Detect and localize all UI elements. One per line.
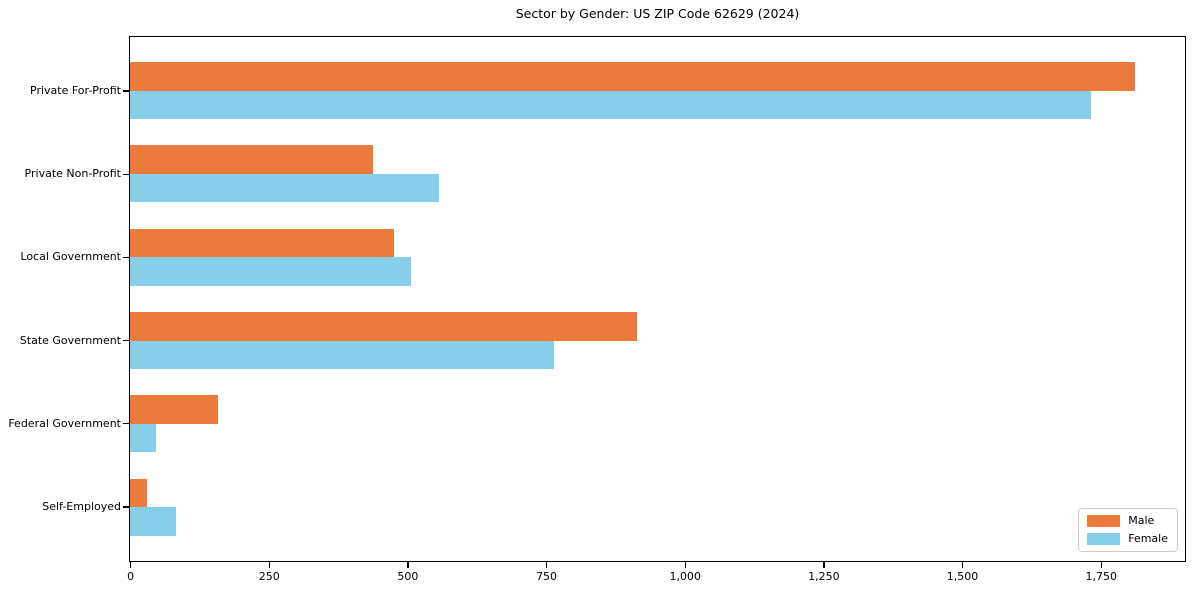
- x-tick-1500: [961, 562, 964, 568]
- y-tick-state-government: [123, 339, 129, 342]
- bar-male-private-for-profit: [130, 62, 1136, 91]
- bar-male-federal-government: [130, 395, 218, 424]
- bar-male-private-non-profit: [130, 145, 373, 174]
- bar-female-federal-government: [130, 423, 157, 453]
- x-tick-label-1000: 1,000: [669, 570, 701, 583]
- x-tick-0: [129, 562, 132, 568]
- plot-rows: [130, 37, 1185, 561]
- legend-label-male: Male: [1128, 514, 1155, 527]
- bar-group-local-government: [130, 216, 1185, 299]
- bar-group-private-for-profit: [130, 49, 1185, 132]
- bar-male-state-government: [130, 312, 637, 341]
- bar-female-private-non-profit: [130, 173, 440, 203]
- x-tick-label-1250: 1,250: [808, 570, 840, 583]
- bar-group-self-employed: [130, 466, 1185, 549]
- y-tick-private-non-profit: [123, 173, 129, 175]
- y-label-self-employed: Self-Employed: [42, 499, 121, 513]
- x-tick-1000: [684, 562, 686, 568]
- x-tick-250: [268, 562, 270, 568]
- x-tick-label-500: 500: [397, 570, 419, 583]
- x-tick-500: [407, 562, 409, 568]
- y-label-private-for-profit: Private For-Profit: [30, 84, 121, 98]
- bar-female-state-government: [130, 340, 554, 370]
- x-tick-label-750: 750: [536, 570, 558, 583]
- y-label-state-government: State Government: [19, 333, 121, 347]
- x-tick-750: [545, 562, 548, 568]
- bar-group-private-non-profit: [130, 132, 1185, 215]
- legend: Male Female: [1078, 508, 1178, 552]
- y-label-private-non-profit: Private Non-Profit: [24, 167, 121, 181]
- x-tick-label-0: 0: [127, 570, 135, 583]
- y-label-local-government: Local Government: [20, 250, 121, 264]
- y-label-federal-government: Federal Government: [8, 416, 121, 430]
- y-tick-self-employed: [123, 506, 129, 508]
- y-tick-local-government: [123, 256, 129, 259]
- female-swatch-icon: [1087, 533, 1121, 545]
- x-tick-1750: [1100, 562, 1102, 568]
- bar-female-local-government: [130, 257, 411, 286]
- bar-female-self-employed: [130, 507, 177, 536]
- x-tick-label-250: 250: [258, 570, 280, 583]
- bar-male-local-government: [130, 228, 395, 258]
- male-swatch-icon: [1087, 515, 1121, 527]
- y-tick-federal-government: [123, 423, 129, 425]
- bar-group-state-government: [130, 299, 1185, 382]
- x-tick-label-1750: 1,750: [1085, 570, 1117, 583]
- bar-female-private-for-profit: [130, 90, 1091, 120]
- x-tick-label-1500: 1,500: [946, 570, 979, 583]
- chart-title: Sector by Gender: US ZIP Code 62629 (202…: [515, 6, 800, 21]
- legend-item-female: Female: [1087, 533, 1168, 545]
- bar-group-federal-government: [130, 382, 1185, 465]
- legend-label-female: Female: [1128, 532, 1168, 545]
- bar-male-self-employed: [130, 478, 147, 508]
- y-tick-private-for-profit: [123, 90, 129, 92]
- legend-item-male: Male: [1087, 515, 1168, 527]
- plot-area: Male Female: [129, 36, 1186, 562]
- x-tick-1250: [823, 562, 825, 568]
